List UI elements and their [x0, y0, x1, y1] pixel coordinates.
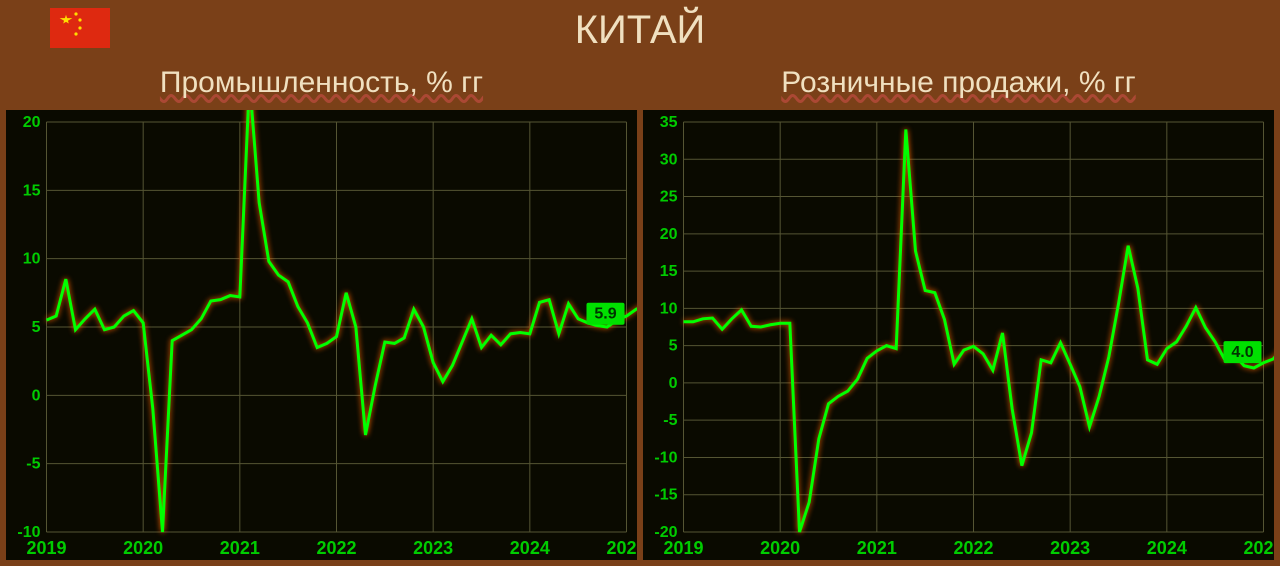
svg-text:-5: -5 [26, 456, 40, 473]
svg-text:2021: 2021 [857, 538, 897, 558]
svg-text:2024: 2024 [510, 538, 550, 558]
svg-text:20: 20 [660, 226, 678, 243]
chart-panel-right: Розничные продажи, % гг -20-15-10-505101… [643, 60, 1274, 560]
chart-svg-right: -20-15-10-505101520253035201920202021202… [643, 110, 1274, 560]
svg-text:2022: 2022 [316, 538, 356, 558]
svg-text:2020: 2020 [760, 538, 800, 558]
chart-title-right: Розничные продажи, % гг [643, 60, 1274, 110]
svg-text:-15: -15 [654, 487, 677, 504]
svg-text:2025: 2025 [1243, 538, 1274, 558]
svg-text:2023: 2023 [413, 538, 453, 558]
svg-text:10: 10 [660, 300, 678, 317]
svg-text:2019: 2019 [26, 538, 66, 558]
header: КИТАЙ [0, 0, 1280, 60]
svg-text:15: 15 [660, 263, 678, 280]
svg-text:20: 20 [23, 114, 41, 131]
svg-text:10: 10 [23, 251, 41, 268]
svg-text:5.9: 5.9 [594, 306, 616, 323]
svg-text:4.0: 4.0 [1231, 344, 1253, 361]
charts-row: Промышленность, % гг -10 -5 0 5 10 15 20 2019 20… [0, 60, 1280, 560]
svg-text:2023: 2023 [1050, 538, 1090, 558]
svg-text:30: 30 [660, 151, 678, 168]
svg-text:-10: -10 [654, 449, 677, 466]
svg-text:2022: 2022 [953, 538, 993, 558]
svg-text:-5: -5 [663, 412, 677, 429]
svg-text:25: 25 [660, 189, 678, 206]
svg-text:2024: 2024 [1147, 538, 1187, 558]
svg-text:2021: 2021 [220, 538, 260, 558]
main-title: КИТАЙ [0, 8, 1280, 53]
chart-title-left: Промышленность, % гг [6, 60, 637, 110]
china-flag-icon [50, 8, 110, 48]
svg-text:2019: 2019 [663, 538, 703, 558]
svg-text:15: 15 [23, 182, 41, 199]
chart-svg-left: -10-505101520201920202021202220232024202… [6, 110, 637, 560]
svg-text:0: 0 [32, 387, 41, 404]
svg-text:5: 5 [669, 338, 678, 355]
svg-text:0: 0 [669, 375, 678, 392]
svg-text:2025: 2025 [606, 538, 637, 558]
chart-panel-left: Промышленность, % гг -10-505101520201920… [6, 60, 637, 560]
svg-text:35: 35 [660, 114, 678, 131]
svg-text:2020: 2020 [123, 538, 163, 558]
svg-text:5: 5 [32, 319, 41, 336]
